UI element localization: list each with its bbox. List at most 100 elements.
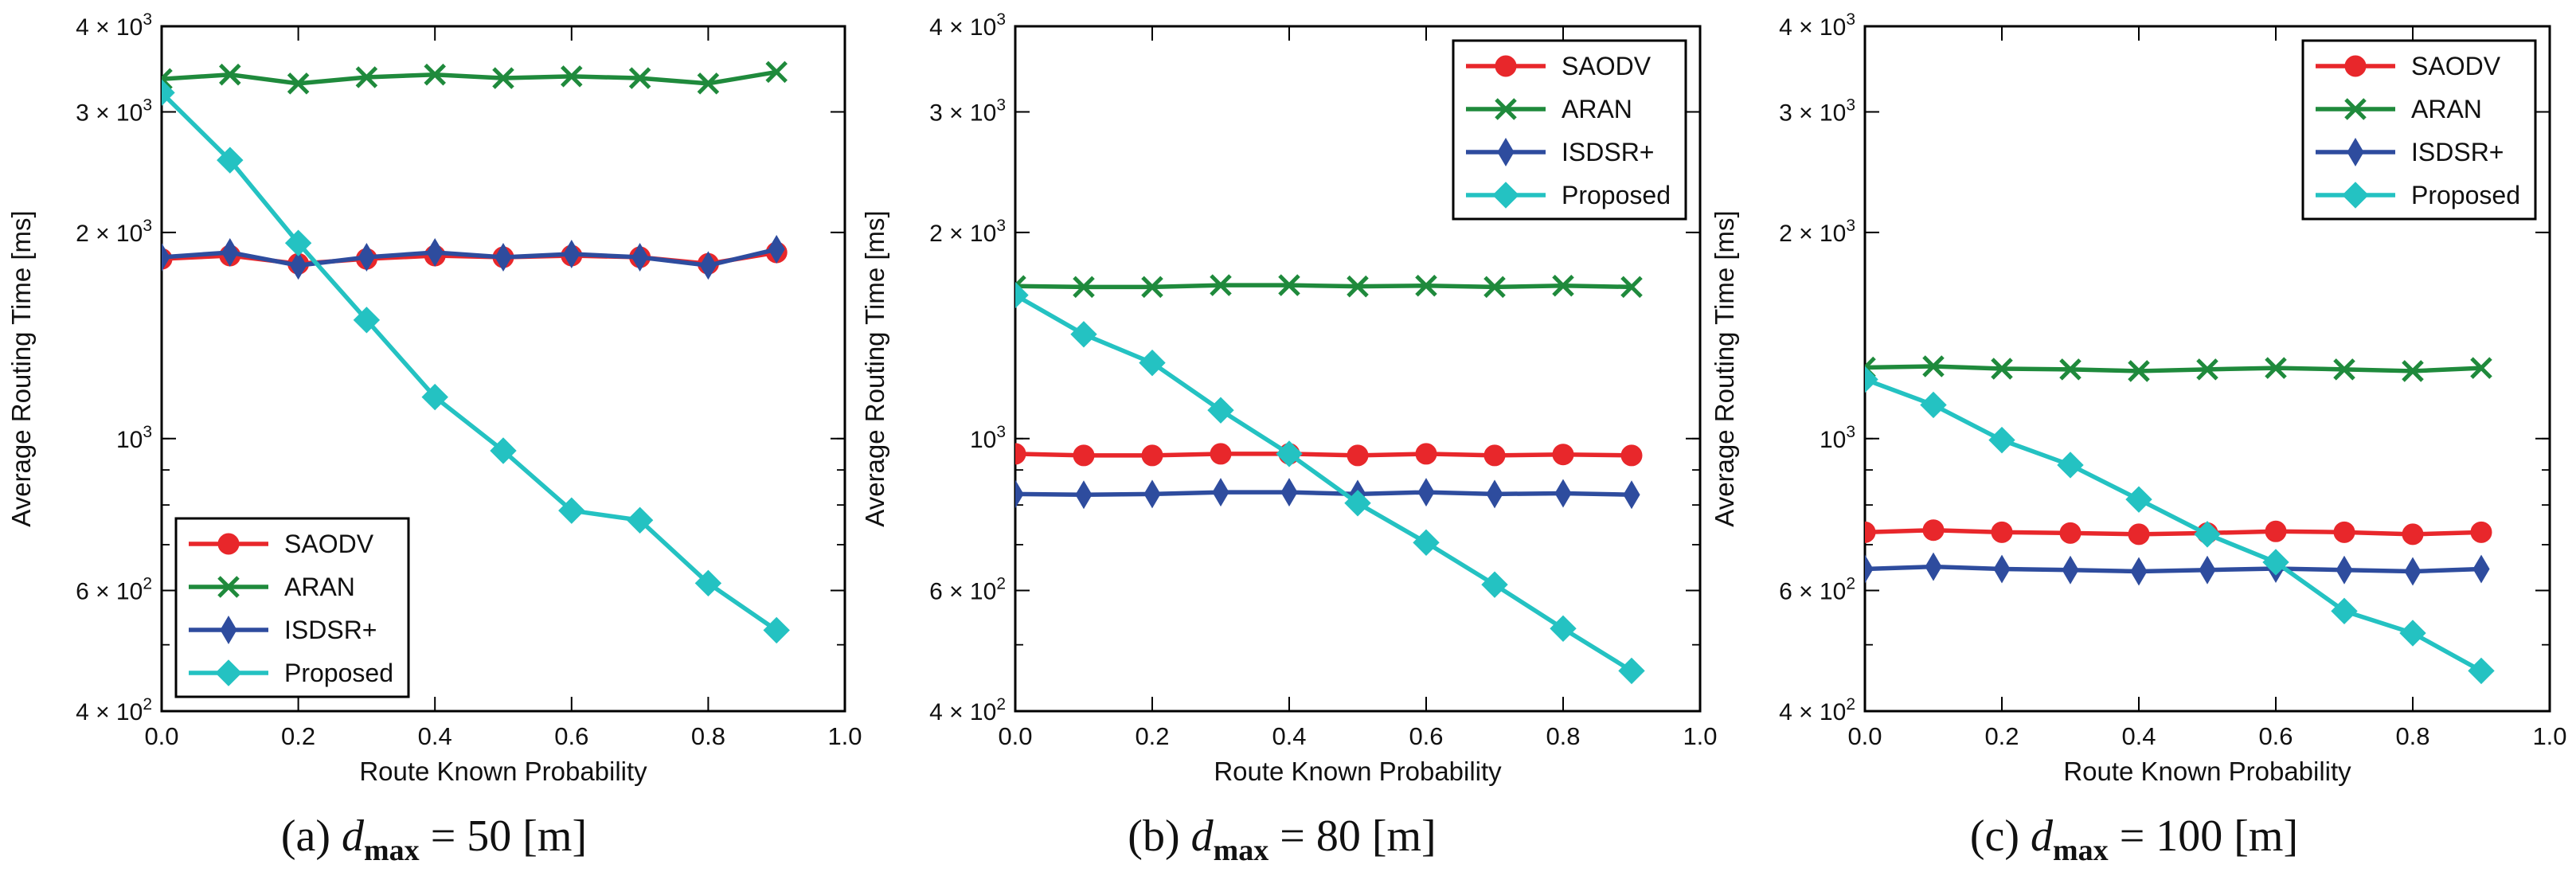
- data-point-aran: [1073, 276, 1095, 299]
- y-tick-label: 2 × 103: [1779, 217, 1855, 247]
- y-tick-label: 4 × 103: [76, 10, 152, 41]
- marker-stroke: [355, 66, 378, 88]
- data-point-isdsr: [1925, 552, 1942, 581]
- data-point-isdsr: [1993, 554, 2011, 584]
- legend-label-saodv: SAODV: [1562, 52, 1652, 80]
- marker-stroke: [1141, 276, 1163, 299]
- data-point-aran: [2470, 357, 2492, 379]
- data-point-isdsr: [631, 243, 649, 272]
- data-point-aran: [765, 61, 788, 84]
- data-point-isdsr: [290, 251, 307, 280]
- marker-stroke: [2333, 358, 2355, 381]
- data-point-proposed: [217, 147, 244, 174]
- data-point-isdsr: [2062, 555, 2079, 585]
- data-point-proposed: [284, 229, 312, 256]
- legend-marker-proposed: [215, 659, 242, 686]
- series-group: [162, 61, 790, 644]
- y-tick-label: 3 × 103: [76, 96, 152, 126]
- y-tick-label: 3 × 103: [1779, 96, 1855, 126]
- data-point-proposed: [1139, 349, 1166, 377]
- x-axis: 0.0 0.2 0.4 0.6 0.8 1.0: [1847, 26, 2567, 750]
- data-point-aran: [2265, 357, 2287, 379]
- data-point-proposed: [1207, 397, 1234, 424]
- marker-stroke: [162, 76, 173, 91]
- data-point-isdsr: [2472, 554, 2490, 584]
- data-point-proposed: [2057, 452, 2084, 479]
- chart-panel-b: 0.0 0.2 0.4 0.6 0.8 1.0 4 × 102 6 × 102 103 2 × 1…: [860, 10, 1718, 867]
- marker-stroke: [162, 68, 173, 82]
- series-line-isdsr: [162, 247, 777, 268]
- data-point-proposed: [1276, 440, 1303, 467]
- panel-caption: (c) dmax = 100 [m]: [1970, 811, 2298, 867]
- data-point-aran: [2128, 360, 2150, 382]
- series-line-saodv: [1865, 528, 2482, 537]
- legend: SAODV ARAN ISDSR+ Proposed: [2301, 39, 2537, 221]
- marker-stroke: [424, 63, 446, 86]
- chart-panel-a: 0.0 0.2 0.4 0.6 0.8 1.0 4 × 102 6 × 102 103 2 × 1…: [6, 10, 862, 867]
- data-point-proposed: [558, 497, 585, 524]
- legend-marker-saodv: [2344, 55, 2367, 77]
- data-point-proposed: [162, 79, 175, 107]
- marker-stroke: [1552, 275, 1574, 297]
- panel-caption: (a) dmax = 50 [m]: [281, 811, 587, 867]
- y-axis-label: Average Routing Time [ms]: [6, 210, 36, 526]
- marker-stroke: [1073, 276, 1095, 299]
- legend-frame: [1452, 39, 1687, 221]
- data-point-proposed: [1481, 571, 1508, 598]
- x-axis: 0.0 0.2 0.4 0.6 0.8 1.0: [144, 26, 862, 750]
- data-point-isdsr: [1554, 479, 1572, 508]
- marker-stroke: [1991, 358, 2013, 380]
- series-line-proposed: [1015, 293, 1633, 673]
- marker-stroke: [765, 61, 788, 84]
- legend-label-aran: ARAN: [1562, 95, 1632, 123]
- legend-label-proposed: Proposed: [284, 659, 393, 687]
- legend-label-aran: ARAN: [284, 573, 355, 601]
- x-axis-label: Route Known Probability: [1214, 757, 1502, 786]
- data-point-aran: [628, 67, 651, 89]
- y-axis: 4 × 102 6 × 102 103 2 × 103 3 × 103 4 × 103: [76, 10, 845, 725]
- data-point-saodv: [1015, 443, 1026, 465]
- marker-stroke: [287, 72, 310, 95]
- series-line-aran: [1015, 283, 1632, 290]
- data-point-isdsr: [1143, 479, 1161, 509]
- data-point-aran: [219, 63, 241, 86]
- marker-stroke: [1347, 275, 1369, 298]
- data-point-isdsr: [2130, 557, 2148, 586]
- x-tick-label: 0.6: [2258, 722, 2293, 750]
- data-point-saodv: [1141, 444, 1163, 467]
- data-point-aran: [424, 63, 446, 86]
- x-tick-label: 0.8: [1546, 722, 1580, 750]
- x-axis: 0.0 0.2 0.4 0.6 0.8 1.0: [998, 26, 1718, 750]
- data-point-aran: [2059, 358, 2082, 381]
- data-point-proposed: [1865, 366, 1878, 393]
- data-point-isdsr: [1015, 479, 1024, 509]
- legend-frame: [2301, 39, 2537, 221]
- y-tick-label: 4 × 102: [76, 695, 152, 725]
- legend-marker-saodv: [217, 533, 240, 555]
- plot-frame: [160, 25, 846, 713]
- x-tick-label: 0.4: [1272, 722, 1306, 750]
- y-tick-label: 4 × 102: [1779, 695, 1855, 725]
- data-point-proposed: [421, 383, 448, 411]
- plot-frame: [1014, 25, 1702, 713]
- series-line-isdsr: [1015, 490, 1632, 498]
- data-point-aran: [162, 68, 173, 91]
- legend-marker-proposed: [2342, 182, 2369, 209]
- data-point-isdsr: [563, 240, 580, 268]
- marker-stroke: [2128, 360, 2150, 382]
- data-point-saodv: [1620, 444, 1643, 467]
- data-point-saodv: [1991, 521, 2013, 543]
- data-point-saodv: [2402, 523, 2424, 545]
- data-point-proposed: [2468, 657, 2495, 685]
- x-tick-label: 1.0: [827, 722, 862, 750]
- marker-stroke: [1483, 276, 1506, 299]
- legend-marker-saodv: [1495, 55, 1517, 77]
- legend-label-isdsr: ISDSR+: [2411, 138, 2504, 166]
- marker-stroke: [628, 67, 651, 89]
- marker-stroke: [2402, 360, 2424, 382]
- data-point-saodv: [2470, 521, 2492, 543]
- data-point-proposed: [694, 569, 722, 597]
- y-tick-label: 6 × 102: [76, 575, 152, 605]
- y-axis: 4 × 102 6 × 102 103 2 × 103 3 × 103 4 × 103: [1779, 10, 2550, 725]
- x-tick-label: 0.4: [2121, 722, 2156, 750]
